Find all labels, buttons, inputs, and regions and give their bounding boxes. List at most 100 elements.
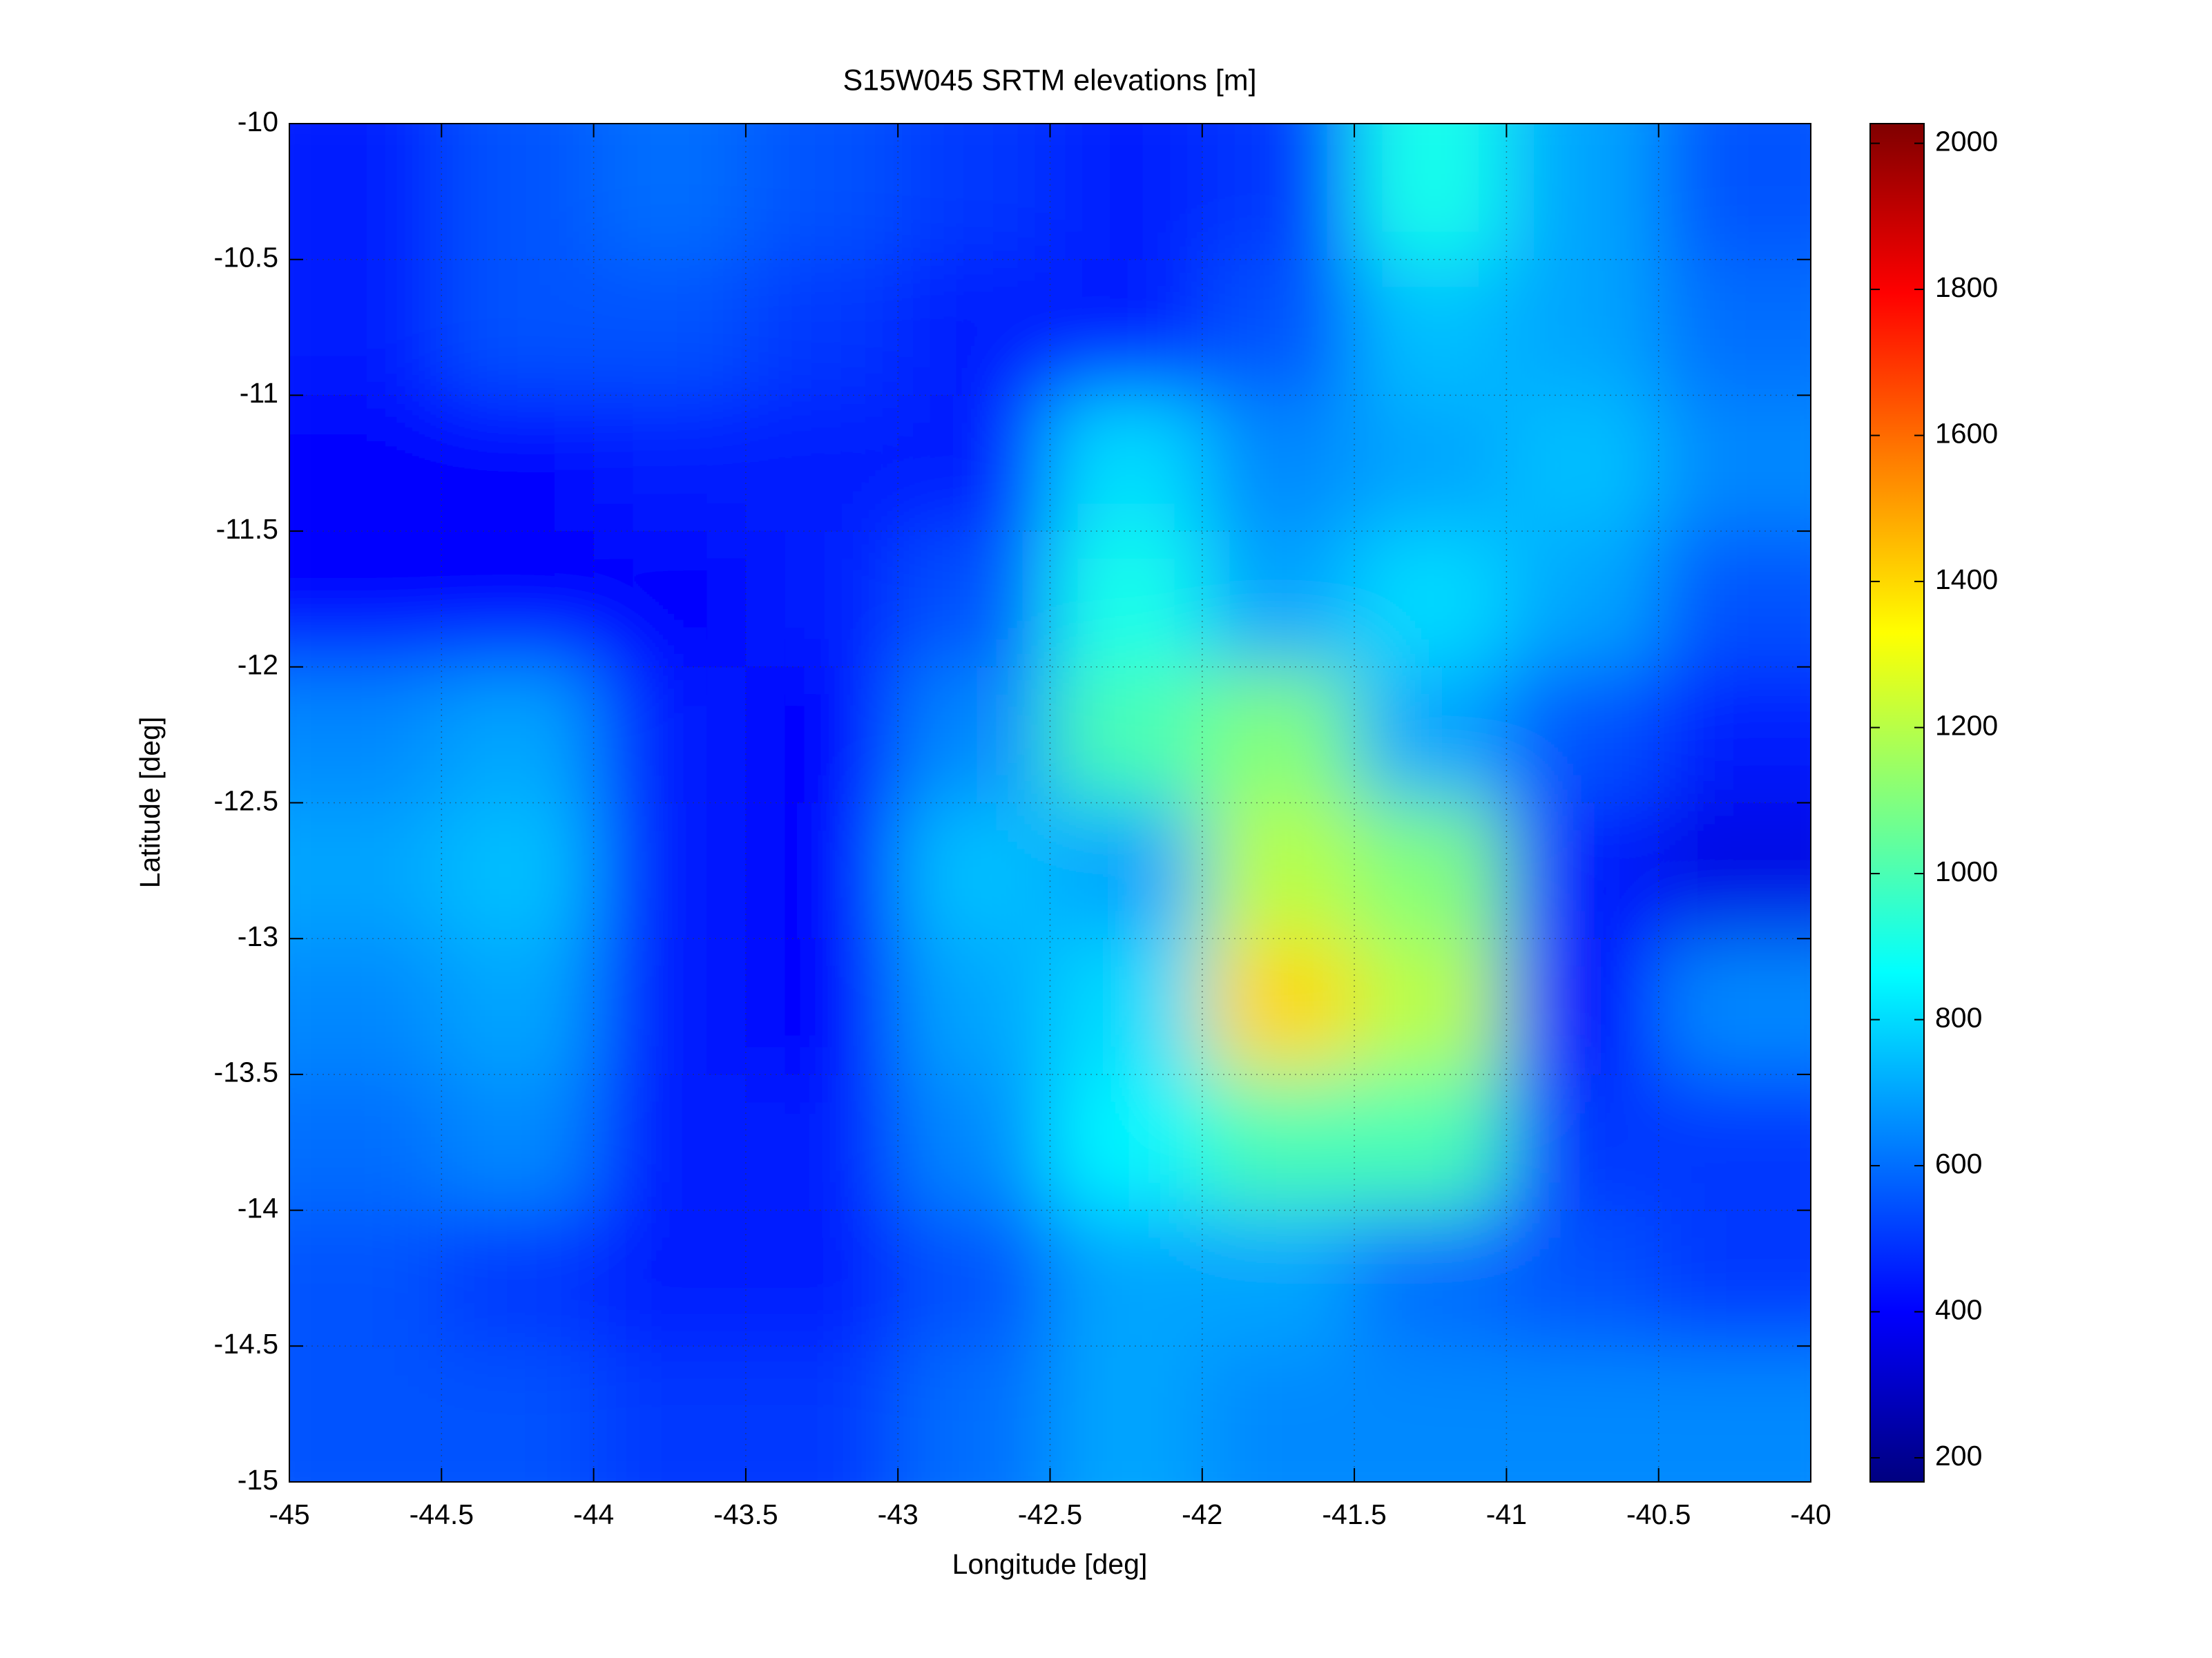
cell	[289, 531, 443, 668]
cell	[441, 802, 595, 940]
cell	[1202, 1346, 1356, 1482]
cell	[441, 1074, 595, 1211]
x-tick-label: -41	[1486, 1498, 1527, 1530]
cell	[745, 124, 899, 260]
y-tick-label: -13	[238, 920, 278, 952]
colorbar-tick-label: 1000	[1935, 856, 1998, 887]
cell	[1354, 124, 1508, 260]
colorbar-tick-label: 2000	[1935, 125, 1998, 157]
cell	[441, 531, 595, 668]
colorbar-tick-label: 1600	[1935, 417, 1998, 449]
cell	[1050, 259, 1203, 396]
cell	[593, 666, 747, 804]
cell	[745, 259, 899, 396]
cell	[1050, 531, 1203, 668]
cell	[1354, 802, 1508, 940]
x-tick-label: -40.5	[1626, 1498, 1691, 1530]
axes: -45 -44.5 -44 -43.5 -43 -42.5 -42 -41.5 -41 -40.5…	[214, 106, 1999, 1530]
colorbar-tick-label: 1400	[1935, 563, 1998, 595]
cell	[1658, 124, 1811, 260]
cell	[593, 802, 747, 940]
cell	[1354, 938, 1508, 1075]
cell	[289, 802, 443, 940]
cell	[1658, 1074, 1811, 1211]
x-tick-label: -44	[573, 1498, 614, 1530]
cell	[593, 1074, 747, 1211]
colorbar-tick-label: 400	[1935, 1293, 1982, 1325]
cell	[1506, 1346, 1660, 1482]
cell	[898, 938, 1051, 1075]
cell	[1658, 1210, 1811, 1347]
cell	[593, 938, 747, 1075]
cell	[1354, 531, 1508, 668]
cell	[1050, 1074, 1203, 1211]
y-tick-label: -12	[238, 649, 278, 681]
cell	[593, 531, 747, 668]
cells	[289, 124, 1811, 1482]
cell	[1658, 938, 1811, 1075]
cell	[745, 666, 899, 804]
cell	[745, 1074, 899, 1211]
cell	[1354, 1346, 1508, 1482]
x-tick-label: -42	[1182, 1498, 1222, 1530]
cell	[1354, 259, 1508, 396]
x-tick-label: -42.5	[1018, 1498, 1082, 1530]
cell	[1506, 1210, 1660, 1347]
cell	[289, 124, 443, 260]
colorbar	[1869, 123, 1925, 1483]
cell	[1506, 802, 1660, 940]
colorbar-tick-label: 1200	[1935, 709, 1998, 741]
cell	[1506, 666, 1660, 804]
y-tick-label: -13.5	[214, 1057, 278, 1088]
y-tick-label: -15	[238, 1464, 278, 1496]
x-tick-label: -44.5	[410, 1498, 474, 1530]
cell	[1506, 1074, 1660, 1211]
y-axis-label: Latitude [deg]	[134, 717, 166, 888]
y-tick-label: -10.5	[214, 242, 278, 273]
cell	[1354, 666, 1508, 804]
cell	[1202, 124, 1356, 260]
cell	[1202, 1074, 1356, 1211]
cell	[441, 395, 595, 532]
cell	[1506, 124, 1660, 260]
cell	[593, 395, 747, 532]
cell	[1202, 259, 1356, 396]
colorbar-tick-label: 600	[1935, 1148, 1982, 1179]
cell	[441, 1346, 595, 1482]
cell	[1050, 124, 1203, 260]
x-tick-label: -41.5	[1322, 1498, 1386, 1530]
cell	[593, 259, 747, 396]
cell	[745, 531, 899, 668]
cell	[898, 1210, 1051, 1347]
cell	[1202, 802, 1356, 940]
colorbar-tick-label: 800	[1935, 1001, 1982, 1033]
y-tick-label: -11.5	[216, 513, 278, 545]
cell	[1354, 395, 1508, 532]
cell	[1202, 395, 1356, 532]
cell	[898, 395, 1051, 532]
cell	[745, 1210, 899, 1347]
cell	[1202, 1210, 1356, 1347]
cell	[441, 124, 595, 260]
cell	[289, 259, 443, 396]
cell	[441, 259, 595, 396]
cell	[441, 938, 595, 1075]
y-tick-label: -11	[240, 377, 278, 409]
x-axis-label: Longitude [deg]	[952, 1548, 1148, 1580]
cell	[1050, 1210, 1203, 1347]
cell	[1050, 802, 1203, 940]
y-tick-label: -12.5	[214, 784, 278, 816]
x-tick-label: -43.5	[713, 1498, 778, 1530]
cell	[1506, 531, 1660, 668]
cell	[593, 1346, 747, 1482]
cell	[898, 1346, 1051, 1482]
raster	[289, 124, 1811, 1482]
cell	[593, 124, 747, 260]
cell	[1202, 938, 1356, 1075]
colorbar-tick-label: 1800	[1935, 271, 1998, 303]
colorbar-tick-label: 200	[1935, 1440, 1982, 1472]
cell	[1658, 259, 1811, 396]
cell	[441, 666, 595, 804]
cell	[898, 1074, 1051, 1211]
